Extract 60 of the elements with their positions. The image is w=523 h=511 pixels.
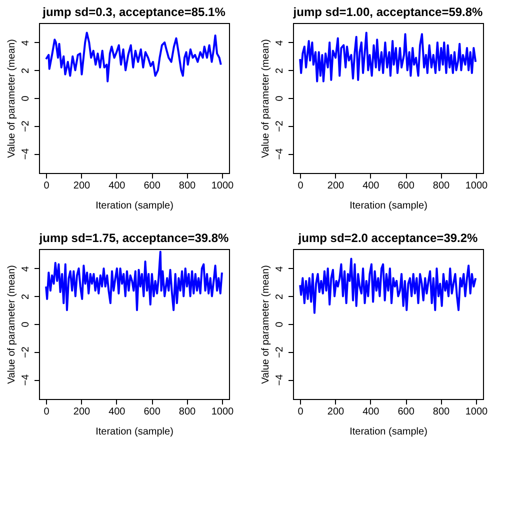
y-tick-label: 0 — [20, 95, 32, 102]
y-tick-label: 4 — [20, 40, 32, 46]
x-tick-label: 800 — [178, 406, 196, 418]
line-series — [299, 32, 477, 82]
x-tick-label: 200 — [327, 406, 344, 418]
x-tick-label: 1000 — [465, 406, 488, 418]
y-tick-label: −4 — [274, 374, 286, 386]
y-tick-label: 4 — [274, 40, 286, 46]
y-tick-label: 4 — [20, 266, 32, 272]
x-axis-title: Iteration (sample) — [96, 200, 174, 212]
x-axis-title: Iteration (sample) — [350, 426, 428, 438]
chart-title: jump sd=1.00, acceptance=59.8% — [292, 5, 484, 19]
y-axis-title: Value of parameter (mean) — [260, 265, 272, 384]
y-tick-label: 0 — [274, 321, 286, 328]
x-tick-label: 400 — [108, 180, 126, 192]
x-tick-label: 800 — [432, 406, 450, 418]
x-axis-title: Iteration (sample) — [96, 426, 174, 438]
y-tick-label: 4 — [274, 266, 286, 272]
x-tick-label: 600 — [144, 406, 161, 418]
y-tick-label: 2 — [20, 68, 32, 74]
chart-title: jump sd=1.75, acceptance=39.8% — [38, 231, 230, 245]
y-axis-title: Value of parameter (mean) — [6, 39, 18, 158]
x-tick-label: 0 — [44, 406, 50, 418]
y-tick-label: −2 — [20, 120, 32, 132]
x-tick-label: 200 — [327, 180, 344, 192]
y-axis-title: Value of parameter (mean) — [260, 39, 272, 158]
chart-title: jump sd=2.0 acceptance=39.2% — [297, 231, 478, 245]
line-series — [299, 258, 477, 314]
x-tick-label: 1000 — [465, 180, 488, 192]
x-tick-label: 0 — [298, 180, 304, 192]
line-series — [45, 250, 223, 312]
y-tick-label: −2 — [274, 120, 286, 132]
x-tick-label: 1000 — [211, 406, 234, 418]
y-tick-label: −4 — [274, 148, 286, 160]
y-tick-label: 2 — [274, 294, 286, 300]
x-tick-label: 400 — [108, 406, 126, 418]
x-tick-label: 800 — [178, 180, 196, 192]
x-tick-label: 800 — [432, 180, 450, 192]
chart-title: jump sd=0.3, acceptance=85.1% — [42, 5, 226, 19]
x-tick-label: 600 — [144, 180, 161, 192]
y-axis-title: Value of parameter (mean) — [6, 265, 18, 384]
x-tick-label: 600 — [398, 180, 415, 192]
y-tick-label: 0 — [20, 321, 32, 328]
y-tick-label: 2 — [274, 68, 286, 74]
x-tick-label: 400 — [362, 180, 380, 192]
x-tick-label: 400 — [362, 406, 380, 418]
x-tick-label: 0 — [44, 180, 50, 192]
y-tick-label: −4 — [20, 148, 32, 160]
line-series — [45, 32, 222, 82]
x-tick-label: 0 — [298, 406, 304, 418]
x-tick-label: 1000 — [211, 180, 234, 192]
y-tick-label: 2 — [20, 294, 32, 300]
y-tick-label: −2 — [274, 346, 286, 358]
x-tick-label: 200 — [73, 180, 90, 192]
x-tick-label: 600 — [398, 406, 415, 418]
y-tick-label: −4 — [20, 374, 32, 386]
y-tick-label: −2 — [20, 346, 32, 358]
x-tick-label: 200 — [73, 406, 90, 418]
x-axis-title: Iteration (sample) — [350, 200, 428, 212]
y-tick-label: 0 — [274, 95, 286, 102]
